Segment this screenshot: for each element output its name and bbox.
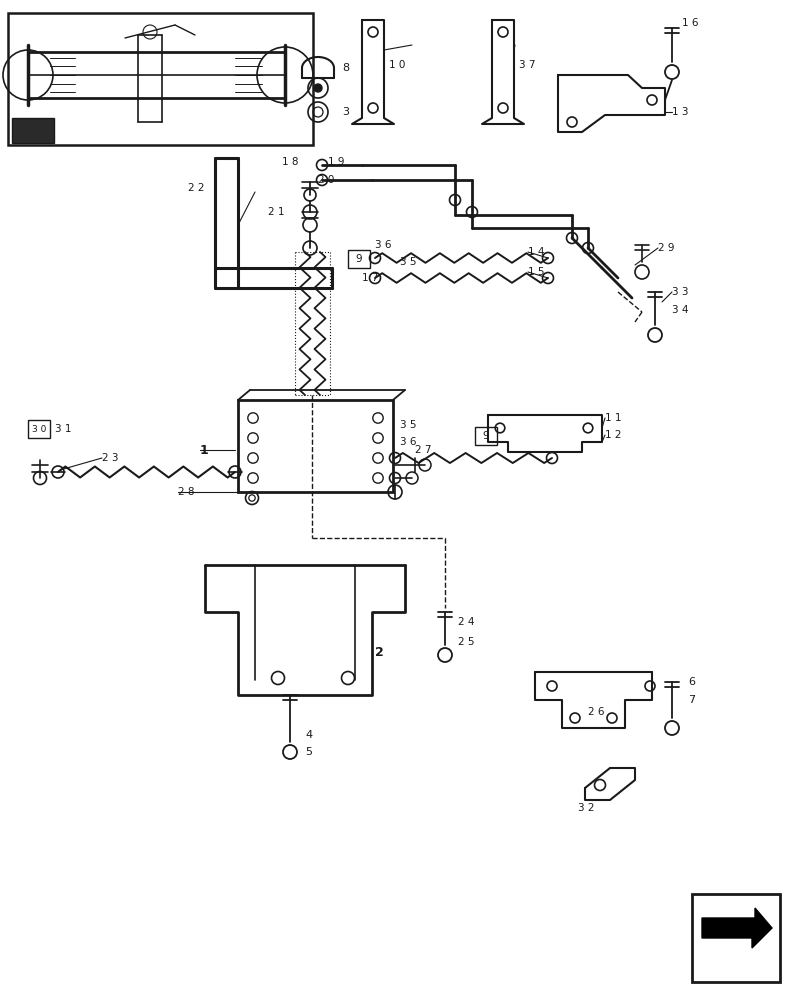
Bar: [238, 400, 393, 492]
Text: 9: 9: [482, 431, 489, 441]
Text: 1 6: 1 6: [681, 18, 697, 28]
Text: 2 7: 2 7: [414, 445, 431, 455]
Text: 2 9: 2 9: [657, 243, 674, 253]
Text: 1 5: 1 5: [527, 267, 544, 277]
Text: 2: 2: [375, 646, 384, 658]
Polygon shape: [702, 908, 771, 948]
Text: 2 2: 2 2: [188, 183, 204, 193]
Text: 3 3: 3 3: [672, 287, 688, 297]
Text: 3 5: 3 5: [400, 257, 416, 267]
Text: 2 6: 2 6: [587, 707, 603, 717]
Bar: [691, 894, 779, 982]
Text: 2 8: 2 8: [178, 487, 195, 497]
Text: 3 4: 3 4: [672, 305, 688, 315]
Text: 1 8: 1 8: [281, 157, 298, 167]
Text: 3 6: 3 6: [375, 240, 391, 250]
Text: 7: 7: [687, 695, 694, 705]
Text: 1 7: 1 7: [362, 273, 378, 283]
Bar: [28, 420, 50, 438]
Text: 1 4: 1 4: [527, 247, 544, 257]
Text: 2 3: 2 3: [102, 453, 118, 463]
Text: 3 0: 3 0: [32, 424, 46, 434]
Text: 1 2: 1 2: [604, 430, 620, 440]
Text: 1 1: 1 1: [604, 413, 620, 423]
Text: 2 5: 2 5: [457, 637, 474, 647]
Text: 5: 5: [305, 747, 311, 757]
Text: 3 5: 3 5: [400, 420, 416, 430]
Bar: [12, 118, 54, 143]
Text: 6: 6: [687, 677, 694, 687]
Text: 8: 8: [341, 63, 349, 73]
Circle shape: [314, 84, 322, 92]
Text: 1 9: 1 9: [328, 157, 344, 167]
Text: 3 7: 3 7: [518, 60, 534, 70]
Text: 3 1: 3 1: [55, 424, 71, 434]
Text: 3 2: 3 2: [577, 803, 594, 813]
Text: 2 4: 2 4: [457, 617, 474, 627]
Text: 3: 3: [341, 107, 349, 117]
Bar: [8, 13, 312, 145]
Bar: [348, 250, 370, 268]
Text: 4: 4: [305, 730, 311, 740]
Text: 1 3: 1 3: [672, 107, 688, 117]
Bar: [474, 427, 496, 445]
Text: 2 1: 2 1: [268, 207, 284, 217]
Text: 2 0: 2 0: [318, 175, 334, 185]
Text: 9: 9: [355, 254, 362, 264]
Text: 1: 1: [200, 444, 208, 456]
Text: 3 6: 3 6: [400, 437, 416, 447]
Text: 1 0: 1 0: [388, 60, 405, 70]
